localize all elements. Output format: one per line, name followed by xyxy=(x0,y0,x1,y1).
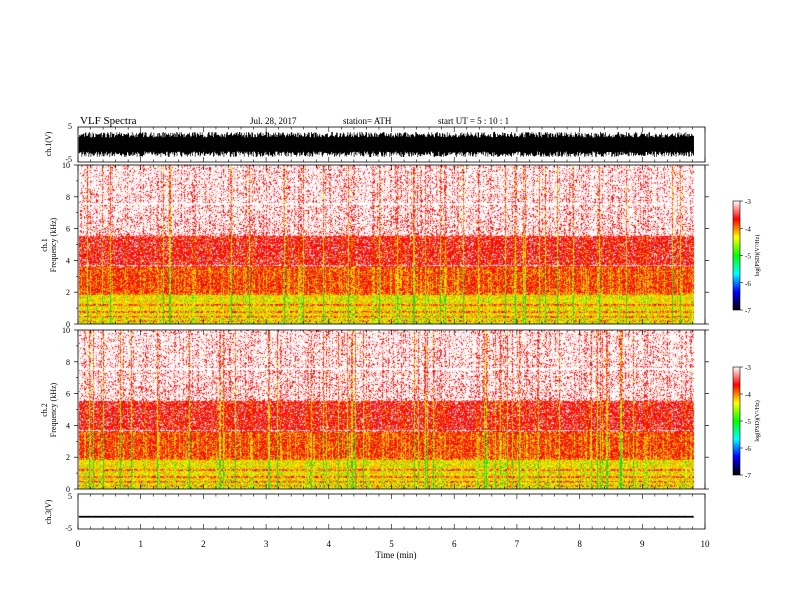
colorbar-label: log(PSD)(V²/Hz) xyxy=(754,400,761,441)
ch1-waveform-trace xyxy=(78,131,694,158)
ch1-spectrogram-heatmap xyxy=(78,165,705,324)
ch3-waveform-line xyxy=(78,515,694,518)
figure-date: Jul. 28, 2017 xyxy=(250,116,297,126)
ch1-ytick-bottom: -5 xyxy=(65,155,72,164)
ch1-waveform-panel: 5 -5 ch.1(V) xyxy=(44,122,706,164)
colorbar-label: log(PSD)(V²/Hz) xyxy=(754,235,761,276)
ch2-spectrogram-ylabel-channel: ch.2 xyxy=(40,403,49,417)
ch2-spectrogram-panel: 0 2 4 6 8 10 ch.2 Frequency (kHz) xyxy=(40,326,709,494)
time-axis-tick-labels: 0 1 2 3 4 5 6 7 8 9 10 xyxy=(76,539,710,549)
colorbar-tick-label: -5 xyxy=(745,418,751,426)
ch2-spectrogram-heatmap xyxy=(78,330,705,489)
time-tick-label: 9 xyxy=(640,539,645,549)
ch2-spectrogram-ylabel: Frequency (kHz) xyxy=(49,382,58,437)
ch1-spectrogram-panel: 0 2 4 6 8 10 ch.1 Frequency (kHz) xyxy=(40,161,709,329)
time-tick-label: 7 xyxy=(515,539,520,549)
colorbar-tick-label: -5 xyxy=(745,253,751,261)
time-tick-label: 3 xyxy=(264,539,269,549)
ch1-spectrogram-yticks: 0 2 4 6 8 10 xyxy=(62,161,709,329)
ch2-colorbar: -3 -4 -5 -6 -7 log(PSD)(V²/Hz) xyxy=(732,364,761,480)
ch3-ytick-bottom: -5 xyxy=(65,524,72,533)
freq-tick-label: 4 xyxy=(66,421,70,430)
freq-tick-label: 8 xyxy=(66,358,70,367)
colorbar-tick-label: -3 xyxy=(745,364,751,372)
figure-start-ut: start UT = 5 : 10 : 1 xyxy=(438,116,509,126)
time-tick-label: 6 xyxy=(452,539,457,549)
ch3-waveform-ylabel: ch.3(V) xyxy=(44,499,53,524)
colorbar-tick-label: -4 xyxy=(745,391,751,399)
time-axis-ticks xyxy=(77,127,706,529)
ch3-waveform-band xyxy=(79,515,694,518)
freq-tick-label: 10 xyxy=(62,326,70,335)
ch1-colorbar: -3 -4 -5 -6 -7 log(PSD)(V²/Hz) xyxy=(732,198,761,315)
figure-title: VLF Spectra xyxy=(80,115,137,127)
freq-tick-label: 2 xyxy=(66,453,70,462)
time-tick-label: 10 xyxy=(701,539,711,549)
spectrogram-image xyxy=(78,165,705,324)
freq-tick-label: 8 xyxy=(66,193,70,202)
time-tick-label: 8 xyxy=(577,539,582,549)
colorbar-tick-label: -6 xyxy=(745,445,751,453)
colorbar-scale xyxy=(732,366,741,476)
ch1-waveform-ylabel: ch.1(V) xyxy=(44,131,53,156)
time-tick-label: 0 xyxy=(76,539,81,549)
ch3-waveform-frame xyxy=(77,493,706,530)
freq-tick-label: 2 xyxy=(66,288,70,297)
ch3-waveform-panel: 5 -5 ch.3(V) xyxy=(44,492,706,533)
time-tick-label: 2 xyxy=(201,539,206,549)
freq-tick-label: 6 xyxy=(66,390,70,399)
ch1-ytick-top: 5 xyxy=(68,122,72,131)
colorbar-tick-label: -7 xyxy=(745,472,751,480)
ch3-ytick-top: 5 xyxy=(68,492,72,501)
colorbar-tick-label: -4 xyxy=(745,225,751,233)
spectrogram-image xyxy=(78,330,705,489)
freq-tick-label: 0 xyxy=(66,320,70,329)
ch3-waveform-trace xyxy=(78,515,694,518)
colorbar-scale xyxy=(732,200,741,311)
freq-tick-label: 4 xyxy=(66,256,70,265)
time-tick-label: 1 xyxy=(138,539,143,549)
ch1-spectrogram-ylabel-channel: ch.1 xyxy=(40,238,49,252)
freq-tick-label: 6 xyxy=(66,225,70,234)
colorbar-tick-label: -7 xyxy=(745,307,751,315)
ch1-spectrogram-ylabel: Frequency (kHz) xyxy=(49,217,58,272)
time-axis-label: Time (min) xyxy=(376,550,417,560)
time-tick-label: 4 xyxy=(327,539,332,549)
time-tick-label: 5 xyxy=(389,539,394,549)
colorbar-tick-label: -6 xyxy=(745,280,751,288)
freq-tick-label: 10 xyxy=(62,161,70,170)
colorbar-tick-label: -3 xyxy=(745,198,751,206)
ch2-spectrogram-yticks: 0 2 4 6 8 10 xyxy=(62,326,709,494)
ch1-waveform-line xyxy=(78,131,694,158)
figure-station: station= ATH xyxy=(343,116,392,126)
freq-tick-label: 0 xyxy=(66,485,70,494)
